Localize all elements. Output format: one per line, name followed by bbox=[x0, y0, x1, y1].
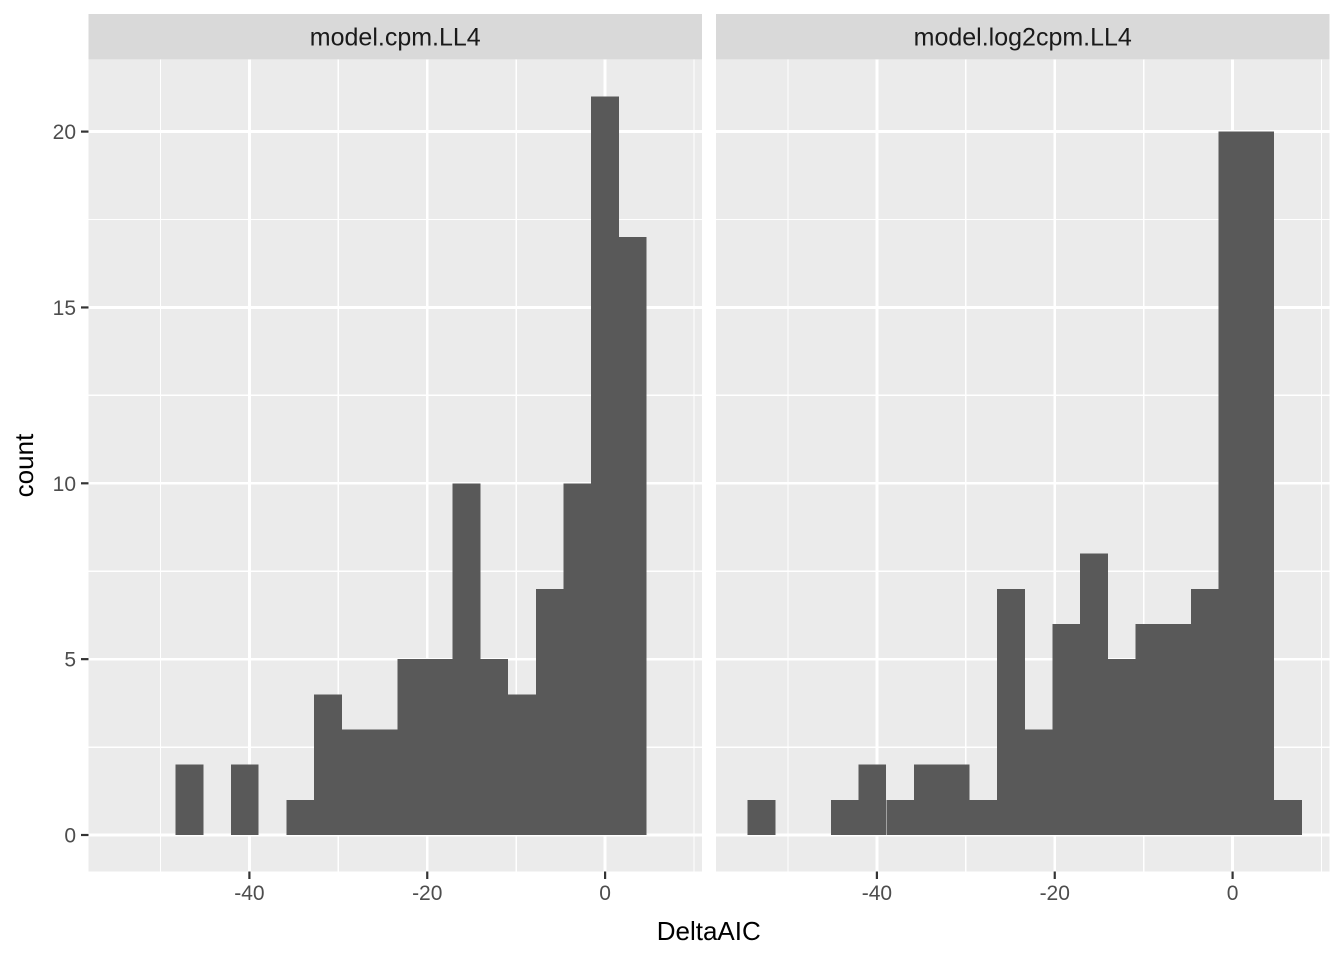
histogram-bars bbox=[175, 96, 647, 836]
x-tick-label: -20 bbox=[1040, 882, 1070, 905]
y-tick-label: 5 bbox=[64, 649, 76, 672]
histogram-bar bbox=[480, 659, 509, 835]
histogram-bar bbox=[1163, 623, 1192, 835]
histogram-bar bbox=[508, 694, 536, 835]
x-tick-label: 0 bbox=[599, 882, 611, 905]
histogram-bar bbox=[1246, 131, 1275, 836]
histogram-bar bbox=[969, 799, 998, 835]
histogram-bar bbox=[286, 799, 315, 835]
histogram-bar bbox=[563, 483, 592, 835]
histogram-bar bbox=[369, 729, 398, 835]
histogram-bar bbox=[341, 729, 370, 835]
histogram-bar bbox=[1024, 729, 1053, 835]
histogram-bar bbox=[424, 659, 453, 835]
facet-strip bbox=[716, 14, 1330, 60]
histogram-bar bbox=[1080, 553, 1108, 835]
histogram-bar bbox=[314, 694, 342, 835]
chart-panels: model.cpm.LL4 -40 -20 0 model.log2cpm.LL4 -40… bbox=[53, 14, 1330, 905]
histogram-bar bbox=[618, 237, 647, 836]
facet-strip-label: model.cpm.LL4 bbox=[310, 24, 481, 52]
histogram-bar bbox=[535, 588, 564, 835]
histogram-bar bbox=[452, 483, 481, 835]
y-tick-label: 15 bbox=[53, 297, 76, 320]
x-tick-label: -40 bbox=[234, 882, 264, 905]
histogram-bar bbox=[231, 764, 259, 835]
histogram-bar bbox=[1274, 799, 1302, 835]
histogram-bar bbox=[747, 799, 776, 835]
x-tick-label: -40 bbox=[862, 882, 892, 905]
facet-strip-label: model.log2cpm.LL4 bbox=[914, 24, 1132, 52]
histogram-bar bbox=[1052, 623, 1081, 835]
histogram-bar bbox=[830, 799, 859, 835]
histogram-bar bbox=[913, 764, 942, 835]
histogram-bar bbox=[886, 799, 914, 835]
histogram-bar bbox=[1218, 131, 1247, 836]
x-tick-label: -20 bbox=[412, 882, 442, 905]
histogram-bar bbox=[397, 659, 426, 835]
y-tick-label: 10 bbox=[53, 473, 76, 496]
x-axis-title: DeltaAIC bbox=[657, 916, 761, 946]
histogram-bar bbox=[175, 764, 204, 835]
y-tick-label: 0 bbox=[64, 825, 76, 848]
facet-strip bbox=[88, 14, 702, 60]
histogram-bar bbox=[997, 588, 1025, 835]
x-tick-label: 0 bbox=[1227, 882, 1239, 905]
y-axis-title: count bbox=[9, 433, 39, 497]
histogram-bar bbox=[591, 96, 619, 836]
histogram-bars bbox=[747, 131, 1302, 836]
histogram-bar bbox=[1135, 623, 1164, 835]
y-tick-label: 20 bbox=[53, 121, 76, 144]
histogram-bar bbox=[1191, 588, 1219, 835]
histogram-bar bbox=[858, 764, 887, 835]
histogram-bar bbox=[1107, 659, 1136, 835]
histogram-bar bbox=[941, 764, 970, 835]
